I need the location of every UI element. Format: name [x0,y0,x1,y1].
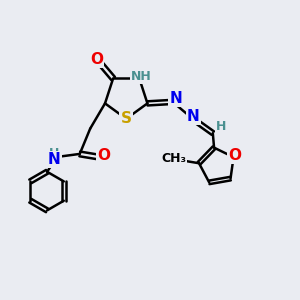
Text: H: H [49,147,60,160]
Text: O: O [98,148,111,164]
Text: S: S [121,111,132,126]
Text: N: N [169,91,182,106]
Text: N: N [187,109,200,124]
Text: CH₃: CH₃ [161,152,186,165]
Text: NH: NH [131,70,152,83]
Text: O: O [229,148,242,163]
Text: N: N [48,152,61,167]
Text: O: O [90,52,103,67]
Text: H: H [216,120,226,133]
